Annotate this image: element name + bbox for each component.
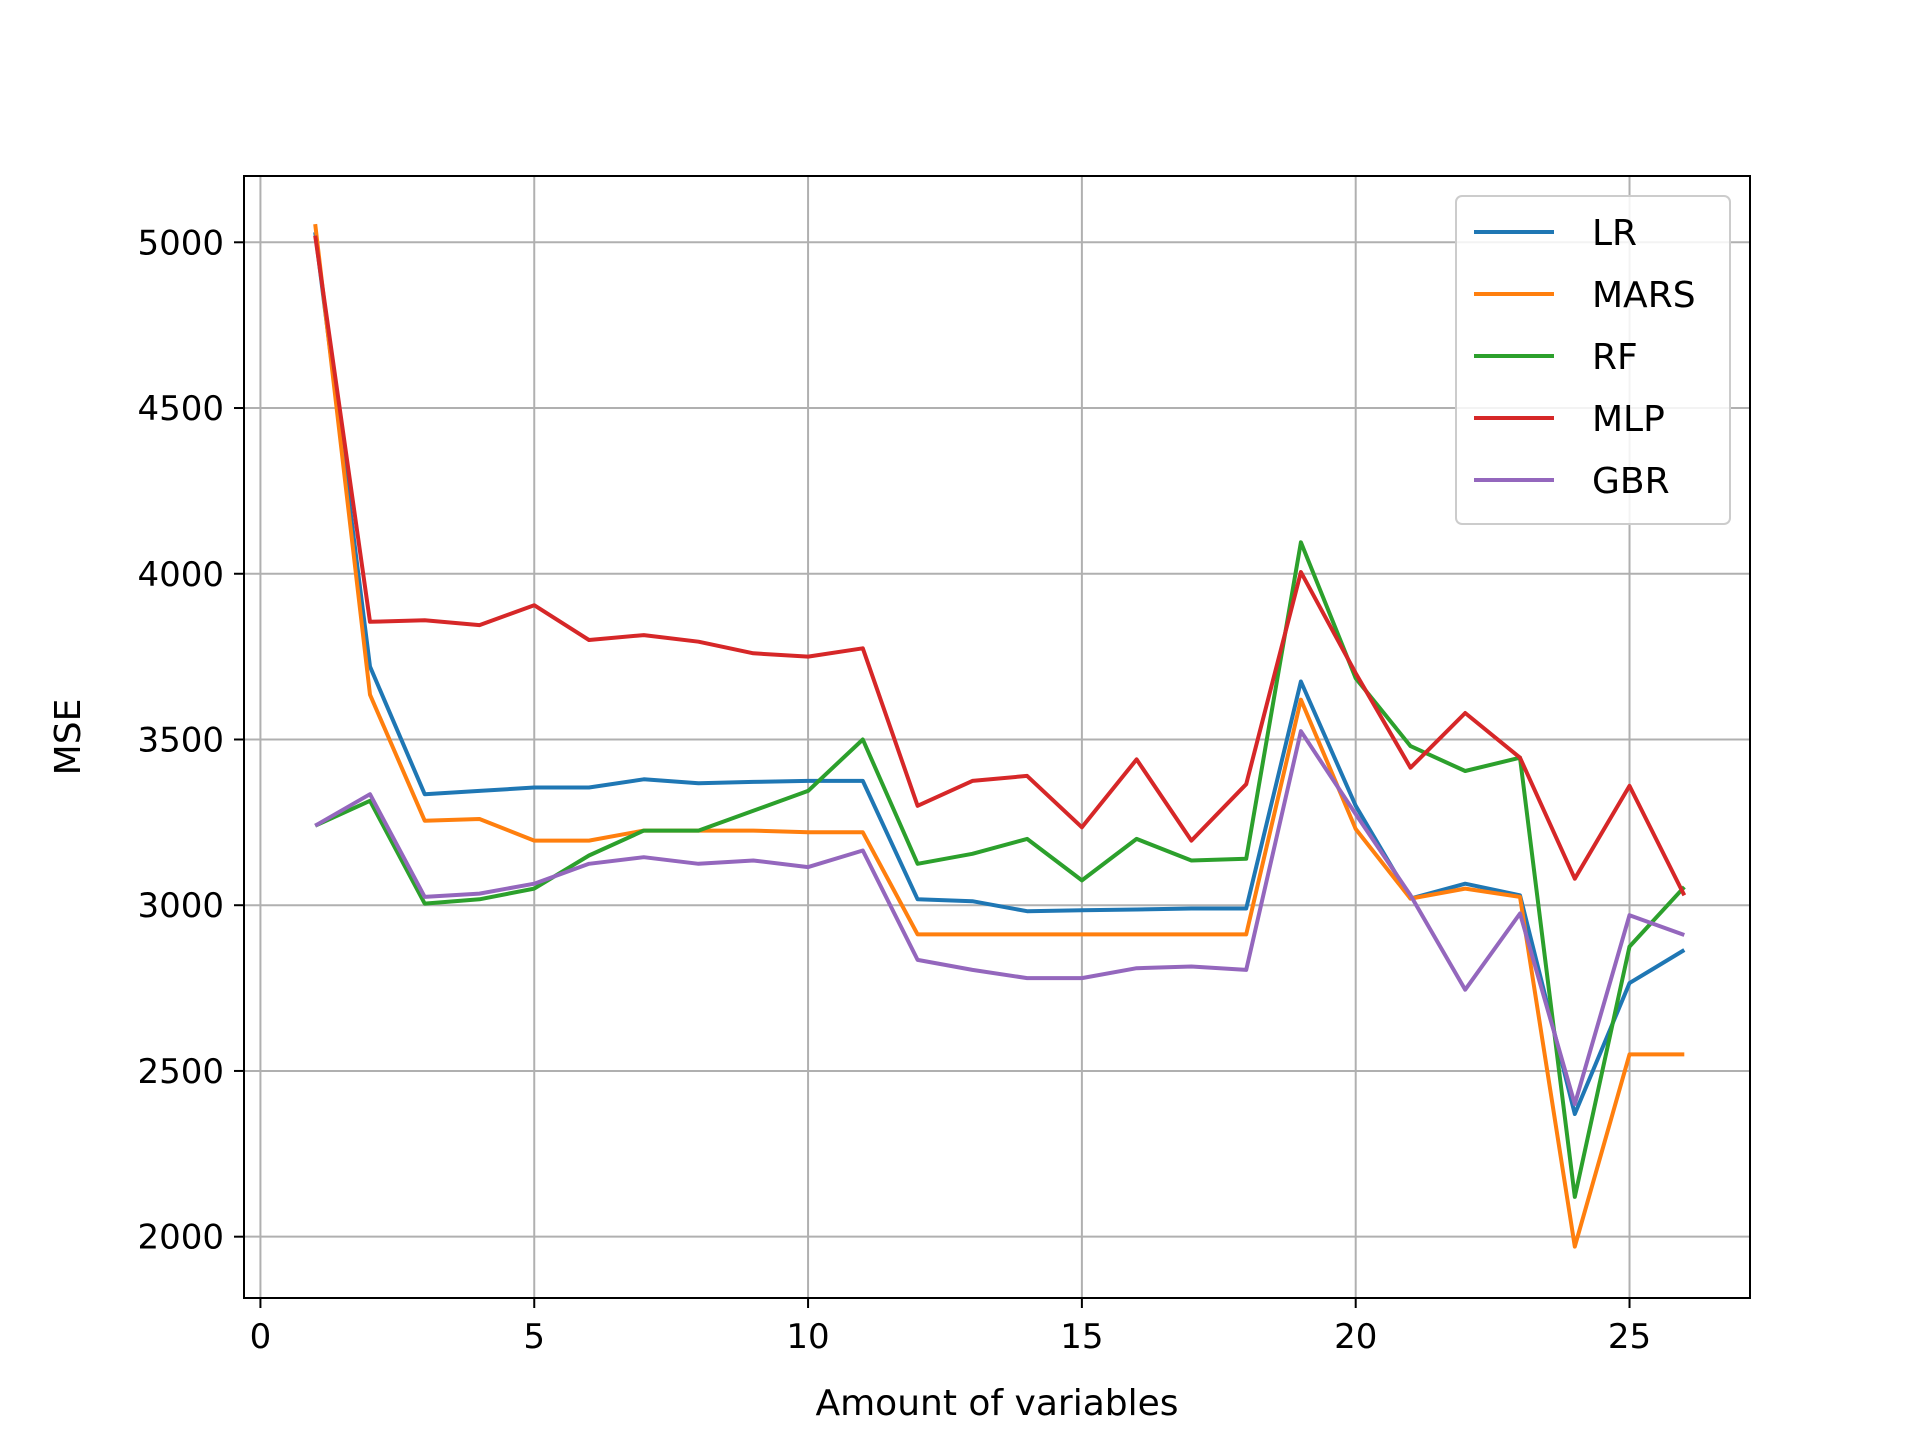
y-tick-label: 2000 xyxy=(137,1218,224,1258)
y-tick-label: 4500 xyxy=(137,389,224,429)
legend: LR MARS RF MLP GBR xyxy=(1455,195,1731,525)
series-lines xyxy=(313,223,1687,1249)
x-tick-label: 15 xyxy=(1060,1317,1103,1357)
legend-box xyxy=(1455,195,1731,525)
legend-label-lr: LR xyxy=(1592,213,1637,254)
series-line-rf xyxy=(314,540,1686,1199)
y-tick-label: 4000 xyxy=(137,555,224,595)
series-line-mars xyxy=(313,223,1685,1249)
legend-label-mars: MARS xyxy=(1592,275,1696,316)
x-tick-label: 0 xyxy=(250,1317,272,1357)
x-tick-label: 5 xyxy=(523,1317,545,1357)
y-tick-label: 5000 xyxy=(137,223,224,263)
legend-label-gbr: GBR xyxy=(1592,461,1670,502)
plot-frame xyxy=(243,175,1751,1299)
series-line-gbr xyxy=(314,729,1685,1107)
x-tick-label: 10 xyxy=(786,1317,829,1357)
x-axis-label: Amount of variables xyxy=(815,1383,1178,1424)
legend-label-mlp: MLP xyxy=(1592,399,1665,440)
x-tick-label: 20 xyxy=(1334,1317,1377,1357)
legend-label-rf: RF xyxy=(1592,337,1638,378)
y-tick-label: 3000 xyxy=(137,886,224,926)
y-axis-label: MSE xyxy=(48,699,89,776)
y-tick-label: 3500 xyxy=(137,720,224,760)
series-line-lr xyxy=(313,232,1686,1116)
axis-ticks: 0 5 10 15 20 25 2000 2500 3000 3500 4000 4500 5000 xyxy=(137,223,1651,1357)
x-tick-label: 25 xyxy=(1608,1317,1651,1357)
y-tick-label: 2500 xyxy=(137,1052,224,1092)
series-line-mlp xyxy=(313,235,1687,897)
